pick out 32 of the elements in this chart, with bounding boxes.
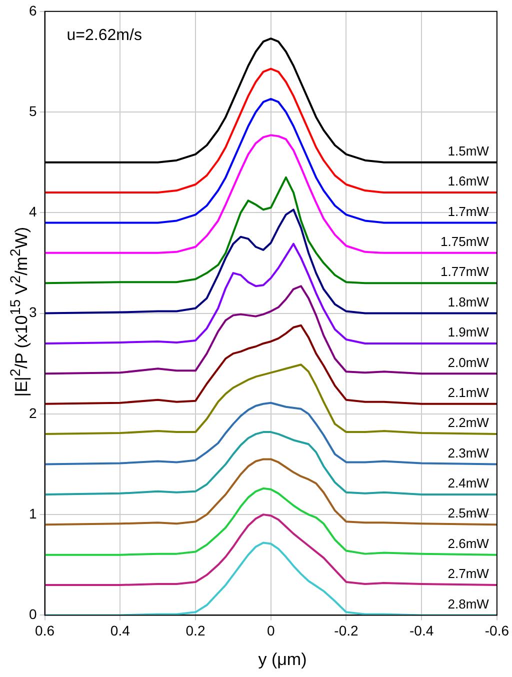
annotation: u=2.62m/s: [66, 26, 142, 44]
y-tick-label: 1: [28, 505, 37, 522]
y-tick-label: 4: [28, 204, 37, 220]
series-label: 2.7mW: [448, 566, 490, 582]
series-label: 2.6mW: [448, 536, 490, 551]
x-tick-label: 0.6: [35, 622, 55, 638]
series-label: 2.3mW: [448, 445, 490, 460]
series-label: 2.8mW: [448, 596, 490, 612]
series-label: 1.9mW: [448, 324, 490, 340]
y-tick-label: 6: [28, 2, 37, 18]
x-tick-label: 0.2: [186, 622, 206, 638]
series-label: 1.5mW: [448, 143, 490, 158]
y-tick-label: 0: [28, 606, 37, 622]
series-label: 1.8mW: [448, 294, 490, 310]
series-label: 1.6mW: [448, 174, 490, 189]
x-tick-label: -0.6: [484, 622, 510, 638]
x-tick-label: 0: [266, 622, 275, 638]
series-label: 1.75mW: [440, 234, 490, 249]
series-label: 2.4mW: [448, 476, 490, 491]
x-axis-title: y (μm): [257, 650, 308, 670]
series-label: 2.1mW: [448, 384, 490, 400]
series-label: 2.0mW: [448, 354, 490, 370]
y-tick-label: 3: [28, 304, 37, 320]
series-label: 1.7mW: [448, 204, 490, 219]
y-tick-label: 5: [28, 102, 37, 119]
series-label: 1.77mW: [440, 264, 490, 280]
x-tick-label: 0.4: [110, 622, 130, 638]
series-label: 2.2mW: [448, 415, 490, 430]
x-tick-label: -0.4: [410, 622, 434, 638]
x-tick-label: -0.2: [334, 622, 358, 638]
y-tick-label: 2: [28, 404, 37, 421]
series-label: 2.5mW: [448, 506, 490, 521]
